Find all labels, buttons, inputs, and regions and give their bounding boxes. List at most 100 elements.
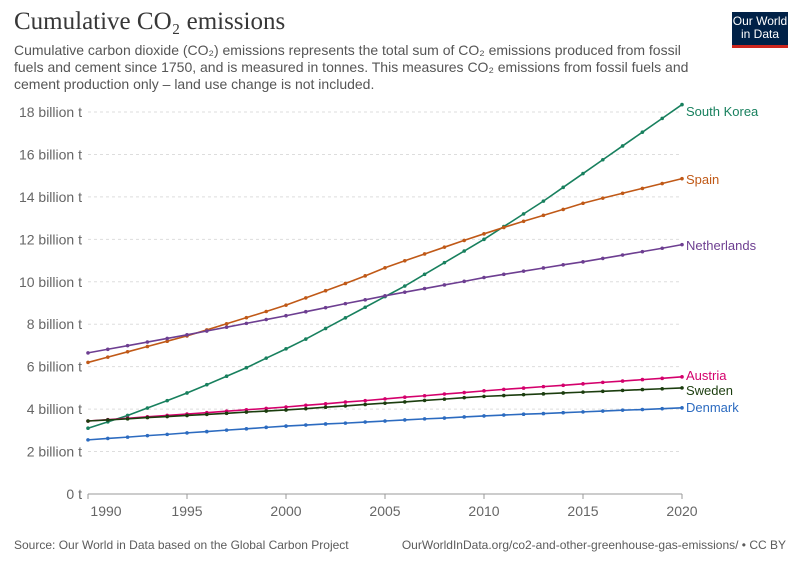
data-point (284, 347, 288, 351)
data-point (165, 398, 169, 403)
data-point (620, 144, 625, 148)
data-point (145, 415, 150, 420)
data-point (264, 425, 269, 430)
data-point (561, 391, 565, 395)
data-point (640, 249, 645, 254)
data-point (462, 279, 467, 284)
series-label: Sweden (686, 383, 733, 398)
data-point (601, 389, 605, 394)
data-point (205, 429, 209, 434)
data-point (304, 423, 308, 427)
y-tick-label: 14 billion t (19, 189, 82, 205)
x-tick-label: 1995 (171, 503, 202, 519)
data-point (363, 298, 368, 302)
x-tick-label: 2020 (666, 503, 697, 519)
data-point (482, 232, 486, 236)
data-point (541, 384, 546, 389)
data-point (304, 296, 308, 300)
data-point (125, 417, 130, 421)
data-point (680, 406, 684, 410)
data-point (86, 360, 90, 365)
data-point (442, 397, 447, 401)
y-tick-label: 8 billion t (27, 316, 82, 332)
data-point (482, 237, 486, 242)
data-point (521, 212, 526, 216)
data-point (343, 421, 348, 425)
data-point (304, 309, 308, 314)
data-point (521, 269, 526, 273)
data-point (521, 412, 526, 417)
data-point (383, 265, 387, 270)
data-point (601, 380, 605, 385)
data-point (462, 395, 467, 400)
data-point (422, 417, 427, 421)
license-link[interactable]: OurWorldInData.org/co2-and-other-greenho… (401, 538, 786, 552)
x-tick-label: 2015 (567, 503, 598, 519)
data-point (541, 213, 546, 218)
data-point (304, 406, 308, 411)
data-point (224, 321, 229, 326)
data-point (224, 374, 229, 379)
data-point (264, 409, 269, 413)
data-point (620, 408, 625, 412)
data-point (660, 181, 664, 186)
data-point (343, 404, 348, 408)
series-line-denmark (87, 407, 683, 441)
data-point (86, 438, 90, 442)
data-point (264, 406, 269, 411)
data-point (205, 382, 209, 387)
data-point (145, 406, 150, 410)
data-point (383, 397, 387, 401)
source-note: Source: Our World in Data based on the G… (14, 538, 349, 552)
data-point (680, 102, 684, 107)
data-point (422, 393, 427, 398)
data-point (521, 386, 526, 390)
data-point (541, 392, 546, 396)
data-point (462, 390, 467, 395)
data-point (86, 426, 90, 431)
data-point (482, 394, 486, 399)
data-point (620, 253, 625, 257)
data-point (343, 316, 348, 320)
data-point (502, 387, 506, 392)
data-point (660, 376, 664, 381)
x-tick-label: 2005 (369, 503, 400, 519)
data-point (422, 398, 427, 403)
data-point (125, 343, 130, 348)
data-point (165, 339, 169, 344)
data-point (383, 293, 387, 298)
data-point (323, 402, 328, 406)
data-point (363, 420, 368, 424)
data-point (403, 400, 407, 404)
data-point (383, 401, 387, 405)
data-point (482, 389, 486, 393)
data-point (125, 435, 130, 439)
data-point (561, 263, 565, 267)
series-line-netherlands (87, 243, 683, 354)
data-point (581, 382, 585, 386)
data-point (185, 413, 189, 418)
data-point (521, 219, 526, 224)
data-point (422, 286, 427, 291)
data-point (284, 424, 288, 428)
data-point (502, 393, 506, 398)
y-tick-label: 12 billion t (19, 231, 82, 247)
chart-subtitle: Cumulative carbon dioxide (CO₂) emission… (14, 42, 689, 92)
data-point (106, 347, 110, 352)
data-point (442, 392, 447, 396)
data-point (541, 266, 546, 270)
chart-title: Cumulative CO₂ emissions (14, 8, 286, 35)
series-label: Spain (686, 172, 719, 187)
data-point (363, 402, 368, 407)
data-point (244, 427, 249, 431)
data-point (640, 186, 645, 191)
owid-logo[interactable]: Our World in Data (732, 12, 788, 48)
data-point (125, 350, 130, 354)
data-point (502, 413, 506, 417)
data-point (284, 405, 288, 409)
data-point (581, 201, 585, 206)
data-point (185, 431, 189, 435)
data-point (541, 411, 546, 416)
data-point (264, 356, 269, 360)
